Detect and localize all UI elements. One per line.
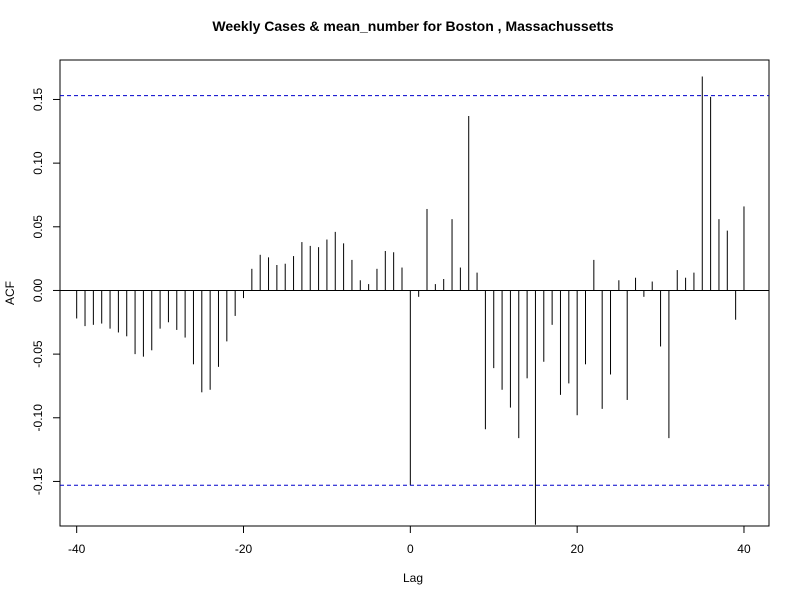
y-tick-label: -0.10 (31, 404, 45, 432)
x-tick-label: 0 (407, 542, 414, 556)
x-tick-label: -40 (68, 542, 86, 556)
plot-frame (59, 59, 770, 527)
y-tick-label: -0.05 (31, 340, 45, 368)
x-tick-label: -20 (235, 542, 253, 556)
acf-bars (76, 76, 745, 525)
y-tick-label: 0.10 (31, 151, 45, 175)
y-tick-label: 0.15 (31, 87, 45, 111)
y-tick-label: 0.05 (31, 215, 45, 239)
y-tick-label: -0.15 (31, 467, 45, 495)
chart-title: Weekly Cases & mean_number for Boston , … (212, 18, 613, 34)
reference-lines (60, 95, 769, 486)
y-axis-label: ACF (3, 281, 17, 305)
x-axis-label: Lag (403, 571, 423, 585)
x-axis: -40 -20 0 20 40 (68, 526, 751, 556)
x-tick-label: 20 (570, 542, 584, 556)
x-tick-label: 40 (737, 542, 751, 556)
y-axis: -0.15 -0.10 -0.05 0.00 0.05 0.10 0.15 (31, 87, 60, 495)
y-tick-label: 0.00 (31, 278, 45, 302)
